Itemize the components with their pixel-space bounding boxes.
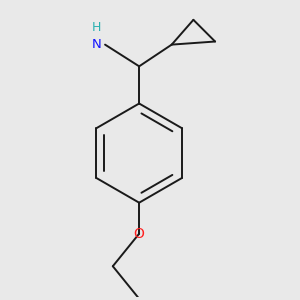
Text: H: H bbox=[92, 21, 101, 34]
Text: N: N bbox=[92, 38, 101, 51]
Text: O: O bbox=[134, 227, 145, 241]
